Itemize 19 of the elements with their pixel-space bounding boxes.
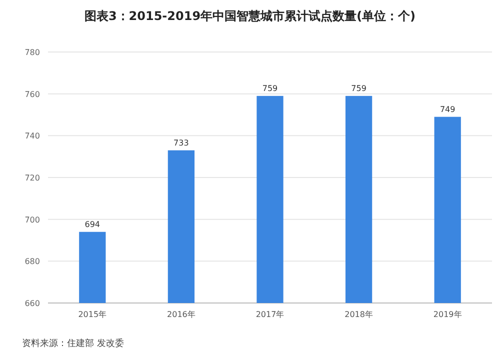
data-label: 733 xyxy=(174,138,189,148)
x-tick-label: 2019年 xyxy=(433,310,462,319)
data-label: 694 xyxy=(84,220,100,229)
x-tick-label: 2018年 xyxy=(344,310,373,319)
y-tick-label: 660 xyxy=(24,299,40,308)
x-tick-label: 2017年 xyxy=(256,310,284,319)
data-label: 749 xyxy=(440,104,456,114)
y-tick-label: 740 xyxy=(24,132,40,141)
y-tick-label: 720 xyxy=(24,174,40,182)
data-label: 759 xyxy=(262,84,278,93)
y-tick-label: 780 xyxy=(24,48,40,57)
x-tick-label: 2015年 xyxy=(78,310,107,319)
y-tick-label: 760 xyxy=(24,90,40,99)
y-tick-label: 680 xyxy=(24,257,40,266)
text: 资料来源：住建部 发改委 xyxy=(22,338,124,349)
y-tick-label: 700 xyxy=(24,215,40,224)
chart-title: 图表3：2015-2019年中国智慧城市累计试点数量(单位：个) xyxy=(84,9,416,23)
data-label: 759 xyxy=(351,84,366,93)
x-tick-label: 2016年 xyxy=(167,310,196,319)
